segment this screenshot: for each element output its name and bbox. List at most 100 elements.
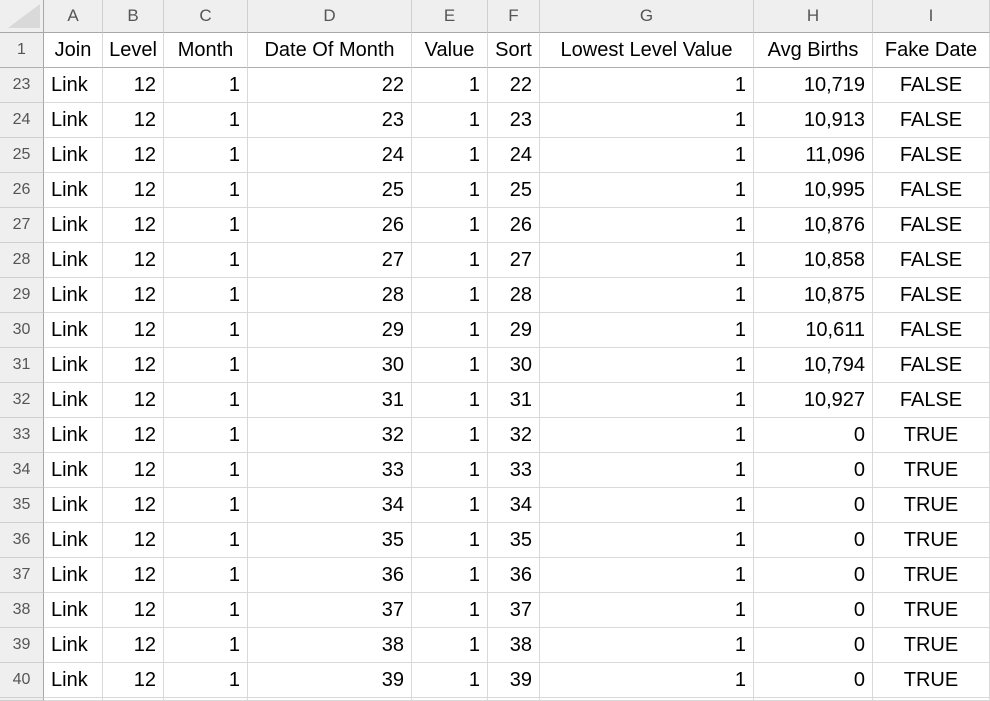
cell-B36[interactable]: 12 xyxy=(103,523,164,558)
cell-I28[interactable]: FALSE xyxy=(873,243,990,278)
row-header-29[interactable]: 29 xyxy=(0,278,44,313)
select-all-corner[interactable] xyxy=(0,0,44,33)
column-header-H[interactable]: H xyxy=(754,0,873,33)
cell-H31[interactable]: 10,794 xyxy=(754,348,873,383)
cell-C33[interactable]: 1 xyxy=(164,418,248,453)
cell-C34[interactable]: 1 xyxy=(164,453,248,488)
cell-G35[interactable]: 1 xyxy=(540,488,754,523)
cell-B25[interactable]: 12 xyxy=(103,138,164,173)
cell-A32[interactable]: Link xyxy=(44,383,103,418)
cell-B35[interactable]: 12 xyxy=(103,488,164,523)
cell-F39[interactable]: 38 xyxy=(488,628,540,663)
cell-I33[interactable]: TRUE xyxy=(873,418,990,453)
cell-G26[interactable]: 1 xyxy=(540,173,754,208)
cell-H36[interactable]: 0 xyxy=(754,523,873,558)
cell-H32[interactable]: 10,927 xyxy=(754,383,873,418)
row-header-28[interactable]: 28 xyxy=(0,243,44,278)
cell-A38[interactable]: Link xyxy=(44,593,103,628)
cell-D1-field-label[interactable]: Date Of Month xyxy=(248,33,412,68)
row-header-32[interactable]: 32 xyxy=(0,383,44,418)
cell-G37[interactable]: 1 xyxy=(540,558,754,593)
cell-F27[interactable]: 26 xyxy=(488,208,540,243)
cell-F40[interactable]: 39 xyxy=(488,663,540,698)
cell-H30[interactable]: 10,611 xyxy=(754,313,873,348)
cell-F26[interactable]: 25 xyxy=(488,173,540,208)
cell-F34[interactable]: 33 xyxy=(488,453,540,488)
cell-C1-field-label[interactable]: Month xyxy=(164,33,248,68)
cell-I26[interactable]: FALSE xyxy=(873,173,990,208)
cell-B26[interactable]: 12 xyxy=(103,173,164,208)
cell-E32[interactable]: 1 xyxy=(412,383,488,418)
row-header-25[interactable]: 25 xyxy=(0,138,44,173)
cell-F1-field-label[interactable]: Sort xyxy=(488,33,540,68)
cell-D27[interactable]: 26 xyxy=(248,208,412,243)
cell-E38[interactable]: 1 xyxy=(412,593,488,628)
cell-G29[interactable]: 1 xyxy=(540,278,754,313)
cell-C39[interactable]: 1 xyxy=(164,628,248,663)
cell-C29[interactable]: 1 xyxy=(164,278,248,313)
cell-B34[interactable]: 12 xyxy=(103,453,164,488)
cell-B38[interactable]: 12 xyxy=(103,593,164,628)
cell-C24[interactable]: 1 xyxy=(164,103,248,138)
cell-F37[interactable]: 36 xyxy=(488,558,540,593)
cell-B39[interactable]: 12 xyxy=(103,628,164,663)
cell-I39[interactable]: TRUE xyxy=(873,628,990,663)
cell-H28[interactable]: 10,858 xyxy=(754,243,873,278)
cell-F31[interactable]: 30 xyxy=(488,348,540,383)
cell-D24[interactable]: 23 xyxy=(248,103,412,138)
cell-H37[interactable]: 0 xyxy=(754,558,873,593)
row-header-26[interactable]: 26 xyxy=(0,173,44,208)
column-header-G[interactable]: G xyxy=(540,0,754,33)
row-header-38[interactable]: 38 xyxy=(0,593,44,628)
cell-D29[interactable]: 28 xyxy=(248,278,412,313)
cell-C23[interactable]: 1 xyxy=(164,68,248,103)
cell-G34[interactable]: 1 xyxy=(540,453,754,488)
cell-C30[interactable]: 1 xyxy=(164,313,248,348)
cell-F35[interactable]: 34 xyxy=(488,488,540,523)
cell-G33[interactable]: 1 xyxy=(540,418,754,453)
cell-I35[interactable]: TRUE xyxy=(873,488,990,523)
cell-E30[interactable]: 1 xyxy=(412,313,488,348)
cell-C36[interactable]: 1 xyxy=(164,523,248,558)
cell-B33[interactable]: 12 xyxy=(103,418,164,453)
row-header-24[interactable]: 24 xyxy=(0,103,44,138)
cell-A34[interactable]: Link xyxy=(44,453,103,488)
cell-C35[interactable]: 1 xyxy=(164,488,248,523)
cell-E31[interactable]: 1 xyxy=(412,348,488,383)
cell-H33[interactable]: 0 xyxy=(754,418,873,453)
cell-D32[interactable]: 31 xyxy=(248,383,412,418)
cell-A31[interactable]: Link xyxy=(44,348,103,383)
cell-E27[interactable]: 1 xyxy=(412,208,488,243)
cell-E28[interactable]: 1 xyxy=(412,243,488,278)
cell-D36[interactable]: 35 xyxy=(248,523,412,558)
cell-E29[interactable]: 1 xyxy=(412,278,488,313)
cell-B37[interactable]: 12 xyxy=(103,558,164,593)
cell-C40[interactable]: 1 xyxy=(164,663,248,698)
cell-A33[interactable]: Link xyxy=(44,418,103,453)
cell-F25[interactable]: 24 xyxy=(488,138,540,173)
cell-G25[interactable]: 1 xyxy=(540,138,754,173)
cell-I23[interactable]: FALSE xyxy=(873,68,990,103)
column-header-B[interactable]: B xyxy=(103,0,164,33)
cell-A30[interactable]: Link xyxy=(44,313,103,348)
cell-E1-field-label[interactable]: Value xyxy=(412,33,488,68)
cell-I24[interactable]: FALSE xyxy=(873,103,990,138)
cell-E36[interactable]: 1 xyxy=(412,523,488,558)
cell-B24[interactable]: 12 xyxy=(103,103,164,138)
cell-D26[interactable]: 25 xyxy=(248,173,412,208)
cell-G1-field-label[interactable]: Lowest Level Value xyxy=(540,33,754,68)
row-header-27[interactable]: 27 xyxy=(0,208,44,243)
cell-I34[interactable]: TRUE xyxy=(873,453,990,488)
cell-G36[interactable]: 1 xyxy=(540,523,754,558)
cell-G31[interactable]: 1 xyxy=(540,348,754,383)
cell-G38[interactable]: 1 xyxy=(540,593,754,628)
cell-C32[interactable]: 1 xyxy=(164,383,248,418)
row-header-37[interactable]: 37 xyxy=(0,558,44,593)
cell-G28[interactable]: 1 xyxy=(540,243,754,278)
cell-G30[interactable]: 1 xyxy=(540,313,754,348)
cell-E40[interactable]: 1 xyxy=(412,663,488,698)
column-header-A[interactable]: A xyxy=(44,0,103,33)
cell-A37[interactable]: Link xyxy=(44,558,103,593)
cell-D35[interactable]: 34 xyxy=(248,488,412,523)
cell-D37[interactable]: 36 xyxy=(248,558,412,593)
